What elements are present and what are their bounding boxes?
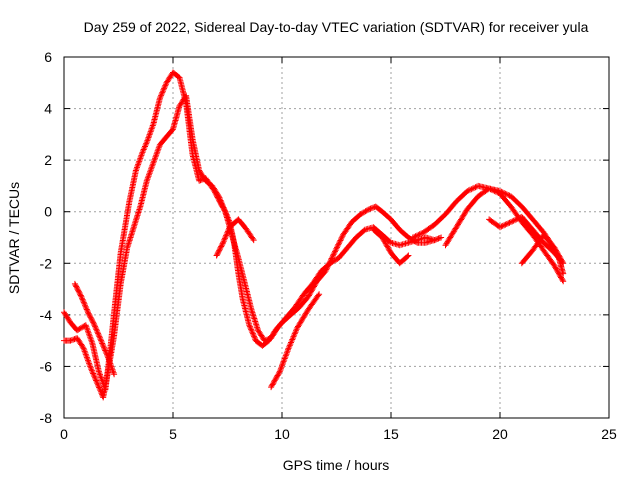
x-tick-label: 5 xyxy=(169,426,177,442)
x-axis-label: GPS time / hours xyxy=(283,457,390,473)
data-series-track-j xyxy=(518,231,567,267)
x-tick-label: 20 xyxy=(492,426,508,442)
y-tick-label: -2 xyxy=(40,255,53,271)
y-tick-label: -4 xyxy=(40,307,53,323)
y-tick-label: 0 xyxy=(44,204,52,220)
data-markers xyxy=(518,231,567,267)
plot-frame xyxy=(63,56,610,419)
x-tick-label: 0 xyxy=(60,426,68,442)
data-markers xyxy=(213,216,257,259)
data-series-track-g xyxy=(409,182,567,277)
data-series xyxy=(61,69,567,401)
data-series-track-f xyxy=(370,226,412,267)
data-series-track-a xyxy=(61,69,445,393)
y-tick-label: 2 xyxy=(44,152,52,168)
data-markers xyxy=(61,69,445,393)
data-series-track-c xyxy=(71,280,118,378)
y-axis-label: SDTVAR / TECUs xyxy=(6,182,22,294)
data-markers xyxy=(268,291,323,391)
data-markers xyxy=(442,185,567,285)
y-tick-label: -8 xyxy=(40,410,53,426)
data-markers xyxy=(71,280,118,378)
y-tick-label: -6 xyxy=(40,358,53,374)
y-tick-label: 6 xyxy=(44,49,52,65)
data-markers xyxy=(370,226,412,267)
data-markers xyxy=(61,92,438,401)
x-tick-label: 10 xyxy=(274,426,290,442)
x-tick-label: 15 xyxy=(383,426,399,442)
chart-title: Day 259 of 2022, Sidereal Day-to-day VTE… xyxy=(84,19,589,35)
data-markers xyxy=(409,182,567,277)
axis-ticks: 0 5 10 15 20 25 -8 -6 -4 -2 0 2 4 6 xyxy=(40,49,617,442)
data-series-track-h xyxy=(442,185,567,285)
data-series-track-d xyxy=(213,216,257,259)
data-series-track-b xyxy=(61,92,438,401)
grid-lines xyxy=(64,57,609,418)
y-tick-label: 4 xyxy=(44,101,52,117)
data-series-track-e xyxy=(268,291,323,391)
x-tick-label: 25 xyxy=(601,426,617,442)
